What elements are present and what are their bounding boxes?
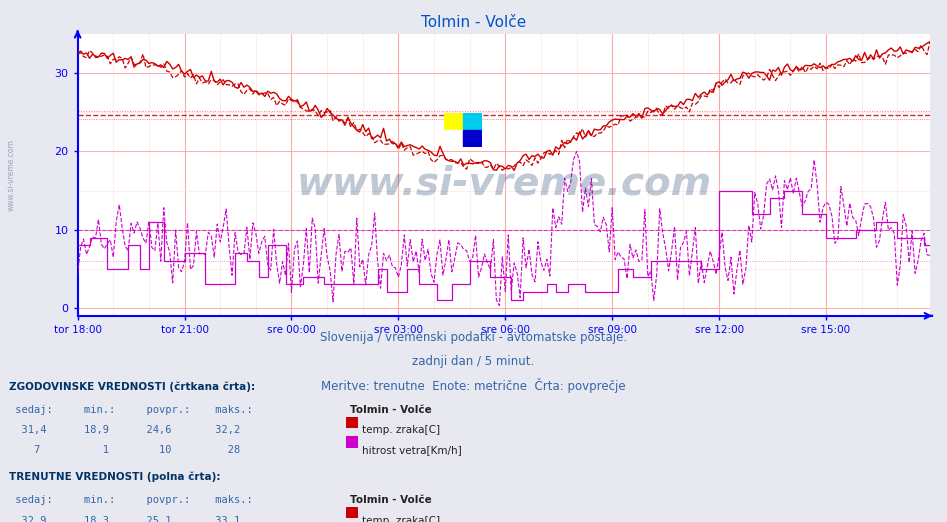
Text: TRENUTNE VREDNOSTI (polna črta):: TRENUTNE VREDNOSTI (polna črta): [9,471,221,482]
Text: sedaj:     min.:     povpr.:    maks.:: sedaj: min.: povpr.: maks.: [9,405,253,414]
Text: temp. zraka[C]: temp. zraka[C] [362,516,439,522]
Text: 7          1        10         28: 7 1 10 28 [9,445,241,455]
Text: zadnji dan / 5 minut.: zadnji dan / 5 minut. [412,355,535,368]
Bar [444,113,463,130]
Text: Meritve: trenutne  Enote: metrične  Črta: povprečje: Meritve: trenutne Enote: metrične Črta: … [321,378,626,394]
Text: Tolmin - Volče: Tolmin - Volče [350,405,432,414]
Text: 32,9      18,3      25,1       33,1: 32,9 18,3 25,1 33,1 [9,516,241,522]
Text: www.si-vreme.com: www.si-vreme.com [7,139,16,211]
Text: temp. zraka[C]: temp. zraka[C] [362,425,439,435]
Text: Slovenija / vremenski podatki - avtomatske postaje.: Slovenija / vremenski podatki - avtomats… [320,331,627,345]
Text: www.si-vreme.com: www.si-vreme.com [296,164,711,203]
Bar [444,130,463,147]
Text: hitrost vetra[Km/h]: hitrost vetra[Km/h] [362,445,461,455]
Bar [463,113,483,130]
Text: Tolmin - Volče: Tolmin - Volče [420,15,527,30]
Bar [463,130,483,147]
Text: sedaj:     min.:     povpr.:    maks.:: sedaj: min.: povpr.: maks.: [9,495,253,505]
Text: ZGODOVINSKE VREDNOSTI (črtkana črta):: ZGODOVINSKE VREDNOSTI (črtkana črta): [9,381,256,392]
Text: 31,4      18,9      24,6       32,2: 31,4 18,9 24,6 32,2 [9,425,241,435]
Text: Tolmin - Volče: Tolmin - Volče [350,495,432,505]
